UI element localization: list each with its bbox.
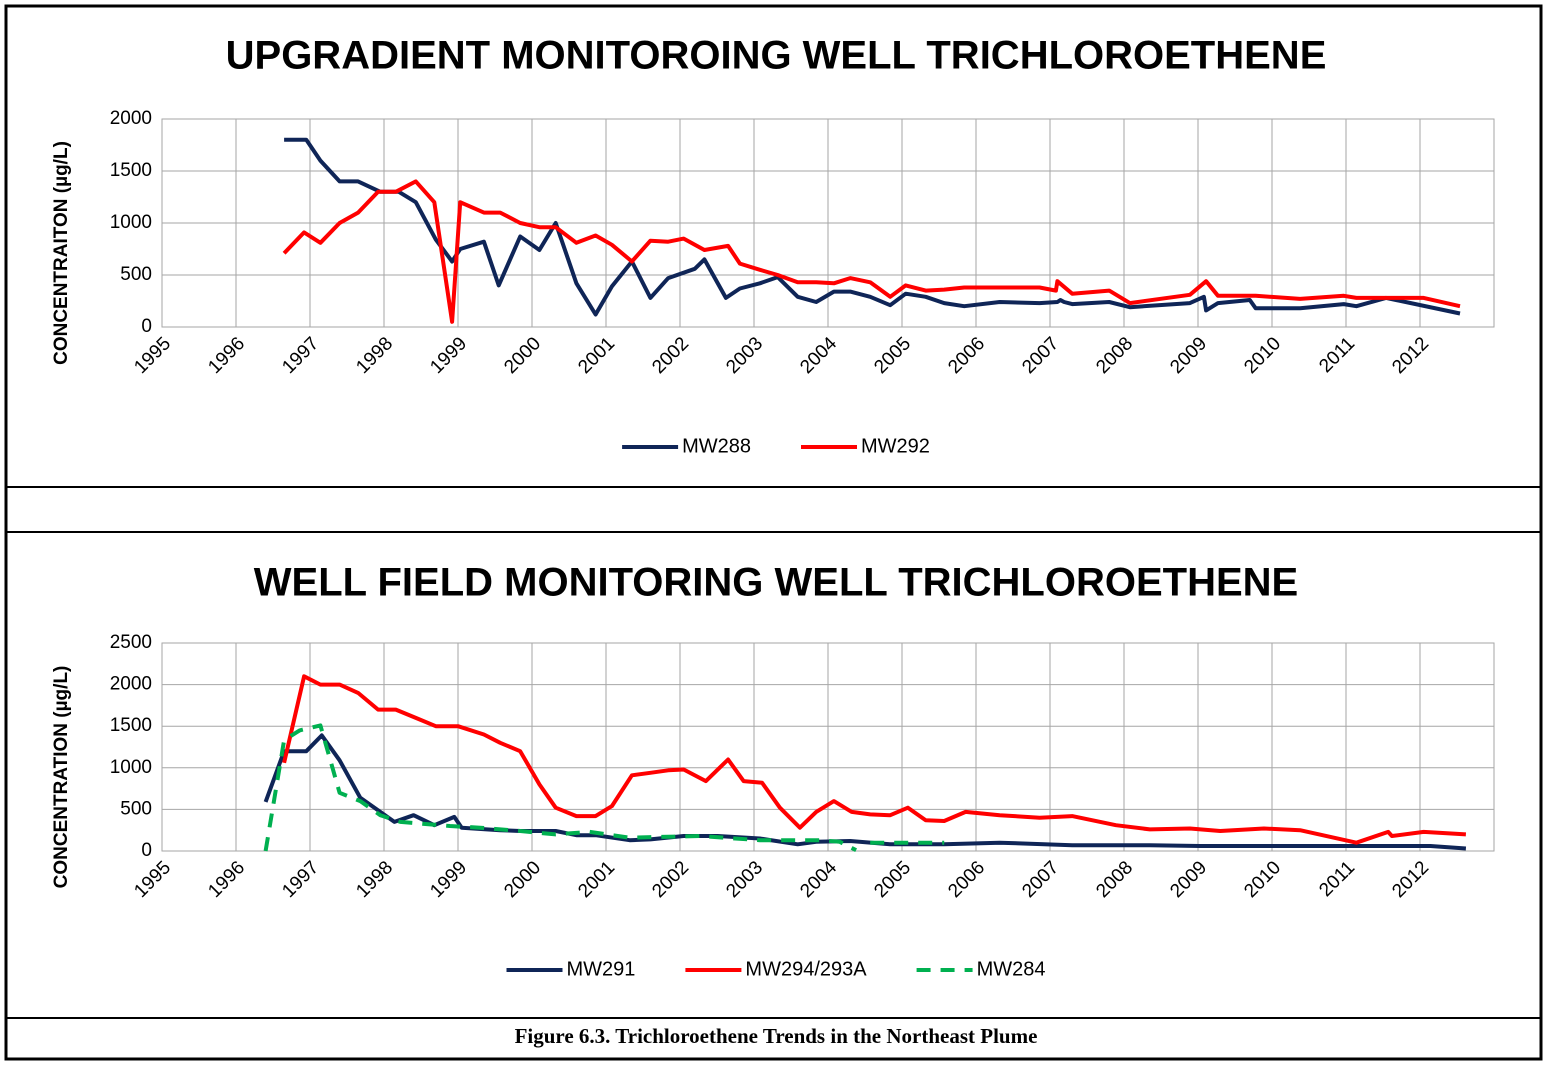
y-axis-label: CONCENTRAITON (µg/L): [51, 141, 72, 365]
legend-label: MW292: [861, 435, 930, 457]
y-tick-label: 2000: [110, 674, 152, 695]
y-tick-label: 500: [120, 798, 152, 819]
legend-label: MW291: [567, 958, 636, 980]
y-tick-label: 1000: [110, 757, 152, 778]
y-tick-label: 2000: [110, 108, 152, 129]
chart-title: WELL FIELD MONITORING WELL TRICHLOROETHE…: [254, 561, 1298, 605]
figure-caption: Figure 6.3. Trichloroethene Trends in th…: [515, 1024, 1038, 1048]
series-line: [263, 733, 1467, 851]
y-tick-label: 0: [141, 316, 152, 337]
y-tick-label: 2500: [110, 632, 152, 653]
legend-label: MW284: [977, 958, 1046, 980]
series-line: [263, 723, 945, 852]
legend-label: MW294/293A: [745, 958, 867, 980]
y-tick-label: 1500: [110, 160, 152, 181]
chart-title: UPGRADIENT MONITOROING WELL TRICHLOROETH…: [226, 34, 1327, 78]
y-tick-label: 1000: [110, 212, 152, 233]
series-line: [282, 179, 1461, 324]
y-tick-label: 1500: [110, 715, 152, 736]
legend-label: MW288: [682, 435, 751, 457]
series-line: [282, 674, 1467, 845]
legend: MW291 MW294/293A MW284: [506, 958, 1046, 980]
y-axis-label: CONCENTRATION (µg/L): [51, 666, 72, 889]
legend: MW288 MW292: [622, 435, 930, 457]
y-tick-label: 0: [141, 840, 152, 861]
y-tick-label: 500: [120, 264, 152, 285]
